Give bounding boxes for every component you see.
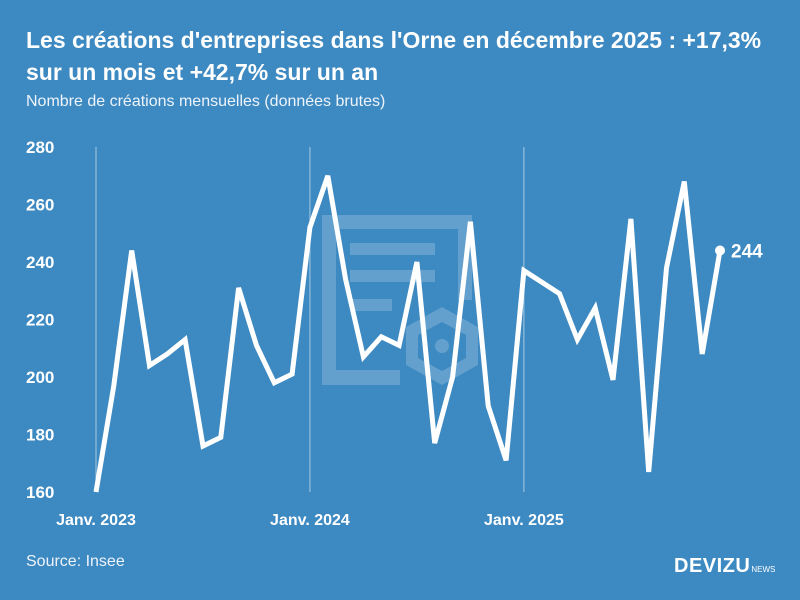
- y-tick-label: 180: [26, 426, 54, 445]
- series-line: [93, 174, 723, 493]
- y-tick-label: 200: [26, 368, 54, 387]
- chart-subtitle: Nombre de créations mensuelles (données …: [26, 93, 386, 110]
- x-tick-label: Janv. 2024: [270, 512, 350, 529]
- last-value-label: 244: [731, 242, 763, 263]
- brand-logo: DEVIZUNEWS: [674, 555, 775, 578]
- x-tick-label: Janv. 2025: [484, 512, 564, 529]
- brand-suffix: NEWS: [751, 565, 776, 574]
- y-tick-label: 280: [26, 138, 54, 157]
- gridlines: [95, 147, 525, 492]
- source-note: Source: Insee: [26, 553, 125, 570]
- y-tick-label: 240: [26, 253, 54, 272]
- chart-title: Les créations d'entreprises dans l'Orne …: [26, 27, 762, 85]
- y-axis: 160 180 200 220 240 260 280: [26, 138, 54, 502]
- x-axis: Janv. 2023 Janv. 2024 Janv. 2025: [56, 512, 564, 529]
- brand-name: DEVIZU: [674, 555, 751, 577]
- x-tick-label: Janv. 2023: [56, 512, 136, 529]
- y-tick-label: 220: [26, 311, 54, 330]
- last-point-marker: [715, 245, 725, 256]
- y-tick-label: 260: [26, 196, 54, 215]
- y-tick-label: 160: [26, 483, 54, 502]
